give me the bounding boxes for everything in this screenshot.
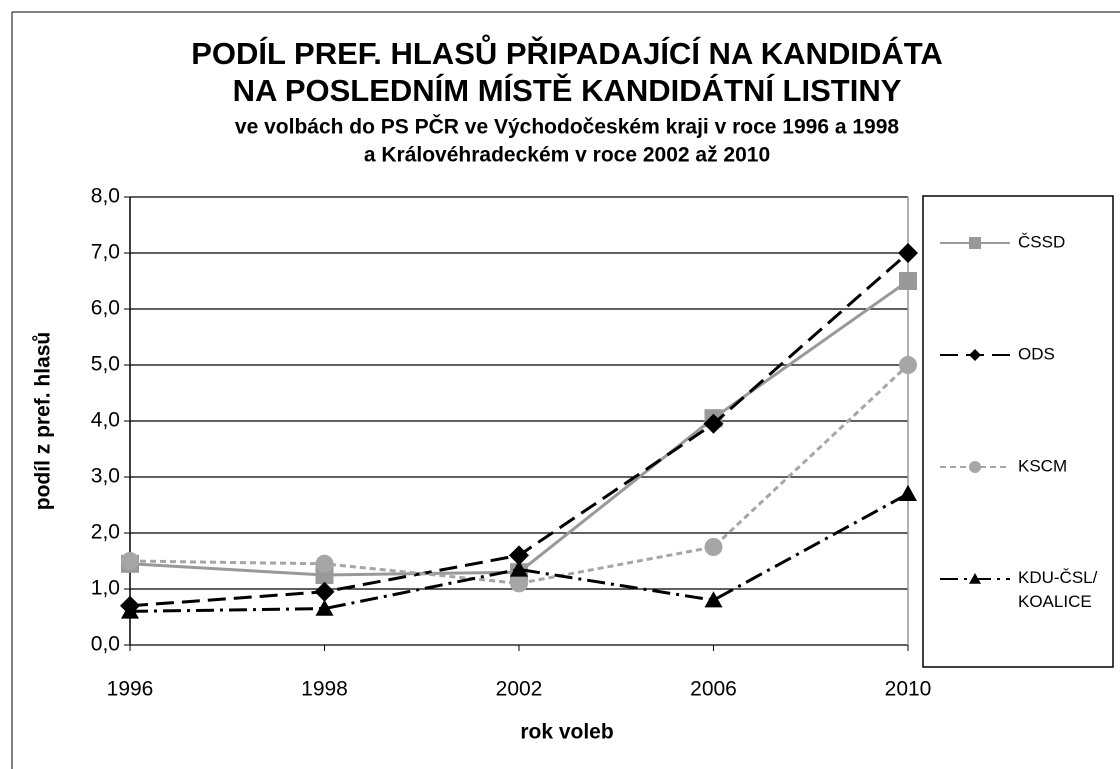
y-tick-label: 3,0 bbox=[91, 465, 120, 488]
chart-subtitle: ve volbách do PS PČR ve Východočeském kr… bbox=[235, 115, 900, 139]
y-tick-label: 7,0 bbox=[91, 241, 120, 264]
legend-label: KDU-ČSL/KOALICE bbox=[1018, 568, 1098, 611]
chart-title: NA POSLEDNÍM MÍSTĚ KANDIDÁTNÍ LISTINY bbox=[233, 72, 902, 108]
x-tick-label: 2006 bbox=[690, 678, 737, 701]
y-tick-label: 0,0 bbox=[91, 633, 120, 656]
marker bbox=[969, 573, 981, 584]
marker bbox=[121, 602, 139, 619]
marker bbox=[969, 461, 981, 473]
marker bbox=[703, 413, 724, 434]
marker bbox=[510, 574, 528, 593]
marker bbox=[510, 560, 528, 577]
marker bbox=[509, 545, 529, 566]
marker bbox=[121, 552, 139, 570]
legend-box bbox=[922, 195, 1114, 668]
legend-label: ODS bbox=[1018, 344, 1055, 363]
x-tick-label: 2010 bbox=[885, 678, 932, 701]
chart-subtitle: a Královéhradeckém v roce 2002 až 2010 bbox=[364, 144, 770, 167]
x-tick-label: 1998 bbox=[301, 678, 348, 701]
x-axis-label: rok voleb bbox=[520, 721, 613, 744]
marker bbox=[315, 599, 334, 616]
y-axis-label: podíl z pref. hlasů bbox=[32, 332, 55, 511]
marker bbox=[314, 581, 335, 602]
y-tick-label: 2,0 bbox=[91, 521, 120, 544]
marker bbox=[899, 484, 917, 501]
marker bbox=[704, 591, 723, 608]
y-tick-label: 5,0 bbox=[91, 353, 120, 376]
marker bbox=[898, 243, 918, 263]
legend-label: ČSSD bbox=[1018, 232, 1065, 251]
y-tick-label: 6,0 bbox=[91, 297, 120, 320]
y-tick-label: 8,0 bbox=[91, 185, 120, 208]
marker bbox=[899, 356, 917, 374]
marker bbox=[969, 349, 981, 361]
marker bbox=[969, 237, 981, 249]
series-line bbox=[129, 492, 909, 613]
marker bbox=[315, 554, 334, 573]
legend-label: KSCM bbox=[1018, 456, 1067, 475]
x-tick-label: 2002 bbox=[496, 678, 543, 701]
marker bbox=[704, 538, 723, 556]
chart-title: PODÍL PREF. HLASŮ PŘIPADAJÍCÍ NA KANDIDÁ… bbox=[191, 33, 943, 71]
series-line bbox=[129, 279, 909, 577]
y-tick-label: 1,0 bbox=[91, 577, 120, 600]
x-tick-label: 1996 bbox=[107, 678, 154, 701]
y-tick-label: 4,0 bbox=[91, 409, 120, 432]
marker bbox=[899, 272, 917, 290]
